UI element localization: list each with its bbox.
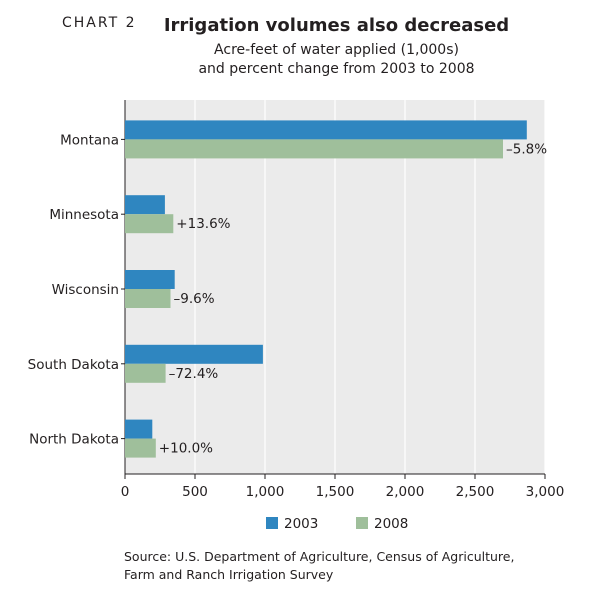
- source-note: Source: U.S. Department of Agriculture, …: [124, 548, 514, 584]
- category-label: South Dakota: [28, 357, 119, 373]
- x-tick-label: 0: [121, 484, 130, 500]
- legend-label-2003: 2003: [284, 516, 318, 532]
- x-tick-label: 1,000: [246, 484, 285, 500]
- x-tick-label: 1,500: [316, 484, 355, 500]
- source-line2: Farm and Ranch Irrigation Survey: [124, 567, 334, 582]
- source-line1: Source: U.S. Department of Agriculture, …: [124, 549, 515, 564]
- bar-2003: [125, 344, 263, 364]
- x-tick-label: 2,000: [386, 484, 425, 500]
- x-tick-label: 3,000: [526, 484, 565, 500]
- bar-2008: [125, 363, 166, 383]
- x-tick-label: 500: [182, 484, 208, 500]
- chart-subtitle-line2: and percent change from 2003 to 2008: [198, 61, 475, 77]
- legend-swatch-2003: [266, 517, 278, 529]
- category-label: North Dakota: [29, 432, 119, 448]
- category-label: Minnesota: [49, 207, 119, 223]
- bar-2008: [125, 214, 174, 234]
- percent-change-label: +13.6%: [176, 216, 230, 232]
- category-label: Wisconsin: [52, 282, 119, 298]
- legend-label-2008: 2008: [374, 516, 408, 532]
- bar-2003: [125, 120, 527, 140]
- percent-change-label: –9.6%: [174, 291, 215, 307]
- category-label: Montana: [60, 132, 119, 148]
- bar-2003: [125, 195, 165, 215]
- chart-title: Irrigation volumes also decreased: [163, 15, 510, 36]
- legend-swatch-2008: [356, 517, 368, 529]
- x-tick-label: 2,500: [456, 484, 495, 500]
- bar-2008: [125, 139, 503, 159]
- bar-2008: [125, 438, 156, 458]
- bar-2003: [125, 419, 153, 439]
- percent-change-label: +10.0%: [159, 441, 213, 457]
- chart-subtitle-line1: Acre-feet of water applied (1,000s): [214, 42, 459, 58]
- percent-change-label: –72.4%: [169, 366, 219, 382]
- percent-change-label: –5.8%: [506, 141, 547, 157]
- bar-2003: [125, 270, 175, 289]
- chart-number: CHART 2: [62, 15, 137, 31]
- bar-2008: [125, 289, 171, 308]
